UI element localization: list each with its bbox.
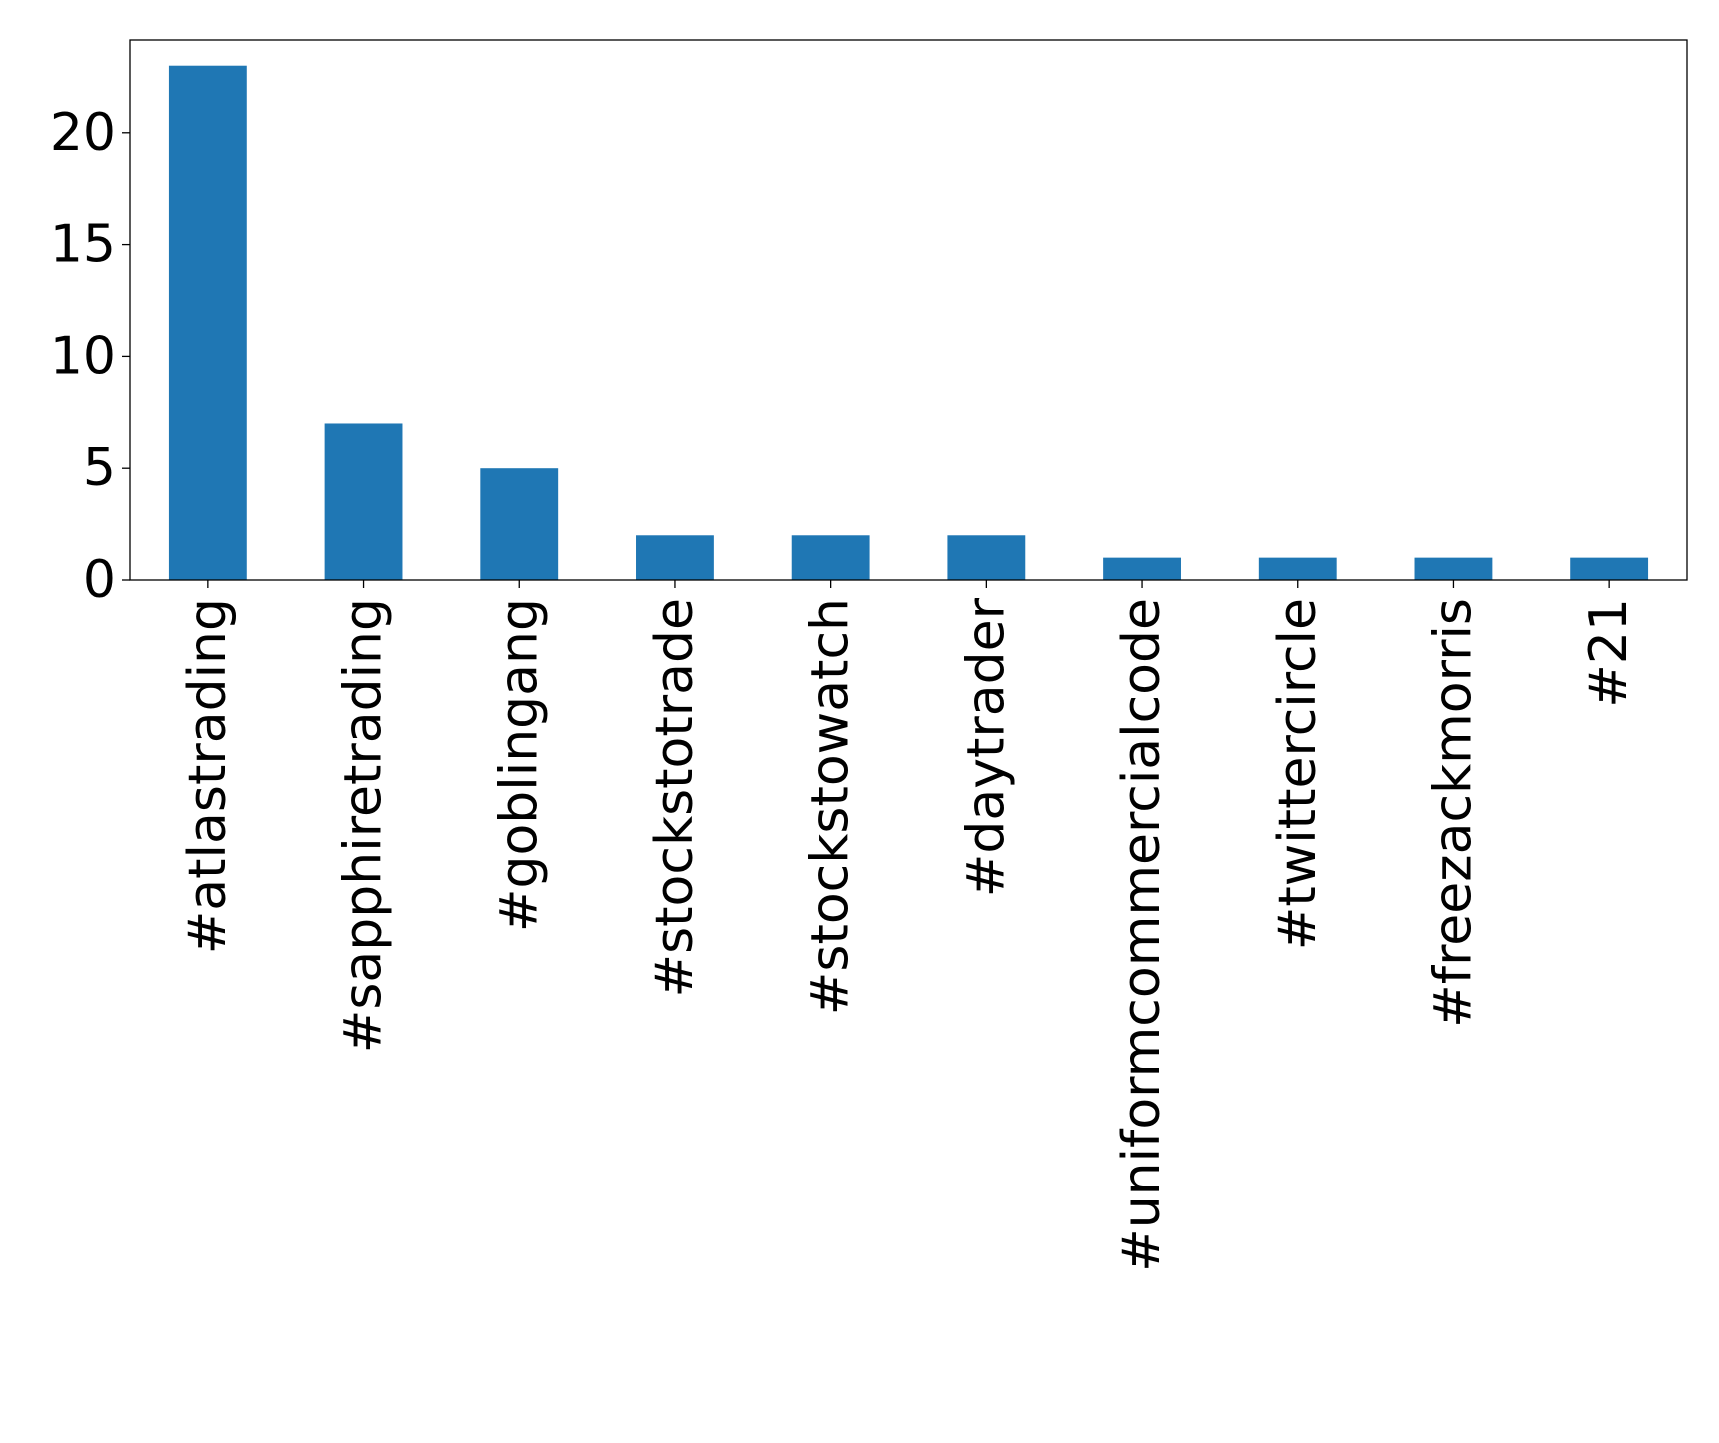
y-tick-label: 10	[50, 326, 116, 386]
bar	[480, 468, 559, 580]
bar	[947, 535, 1026, 580]
x-tick-label: #twittercircle	[1268, 598, 1328, 950]
x-tick-label: #daytrader	[956, 597, 1016, 897]
y-axis: 0 5 10 15 20	[50, 103, 130, 610]
bar	[168, 65, 247, 580]
bar	[324, 423, 403, 580]
x-tick-label: #21	[1579, 598, 1639, 708]
y-tick-label: 20	[50, 103, 116, 163]
bar-group	[168, 65, 1649, 580]
x-tick-label: #stockstowatch	[801, 598, 861, 1015]
x-axis: #atlastrading #sapphiretrading #goblingang…	[178, 580, 1639, 1272]
y-tick-label: 15	[50, 215, 116, 275]
bar	[636, 535, 714, 580]
bar	[1570, 557, 1649, 580]
y-tick-label: 0	[83, 550, 116, 610]
y-tick-label: 5	[83, 438, 116, 498]
bar	[1258, 557, 1337, 580]
bar	[1103, 557, 1181, 580]
x-tick-label: #freezackmorris	[1423, 598, 1483, 1028]
x-tick-label: #uniformcommercialcode	[1112, 598, 1172, 1272]
bar	[791, 535, 870, 580]
x-tick-label: #stockstotrade	[645, 598, 705, 998]
x-tick-label: #sapphiretrading	[334, 598, 394, 1053]
plot-frame	[129, 39, 1688, 581]
x-tick-label: #atlastrading	[178, 598, 238, 954]
bar	[1414, 557, 1493, 580]
x-tick-label: #goblingang	[489, 598, 549, 932]
